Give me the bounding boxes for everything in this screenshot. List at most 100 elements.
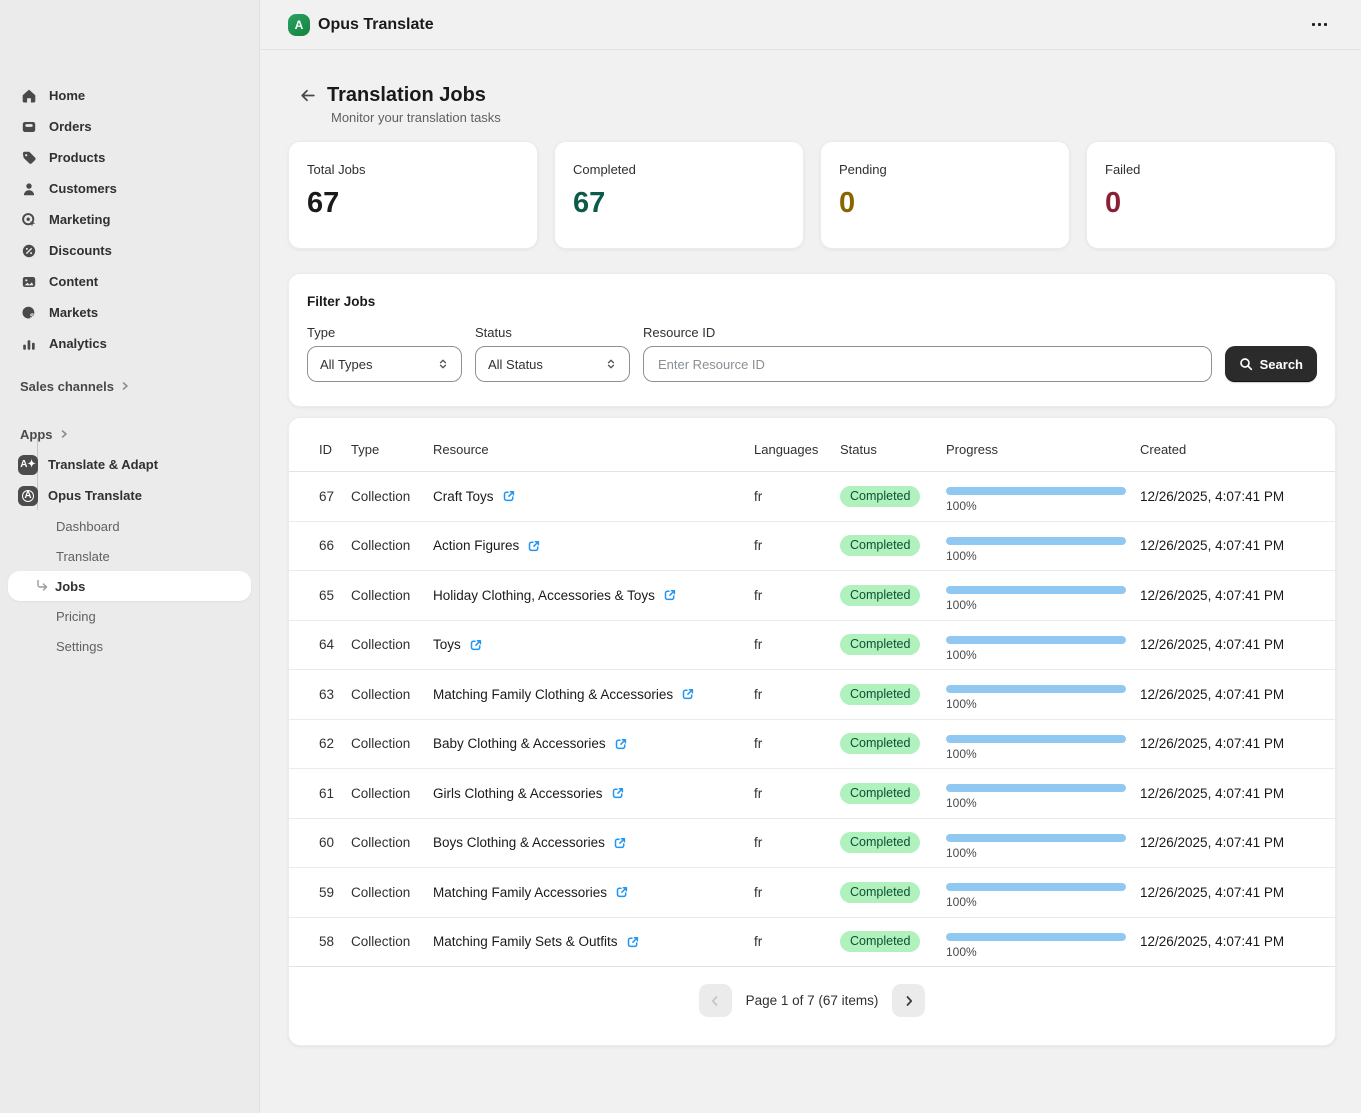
analytics-icon <box>20 336 37 352</box>
resource-link[interactable]: Baby Clothing & Accessories <box>433 736 754 751</box>
sidebar-item-dashboard[interactable]: Dashboard <box>8 511 251 541</box>
created-cell: 12/26/2025, 4:07:41 PM <box>1140 736 1305 751</box>
job-id-cell: 63 <box>319 687 351 702</box>
sidebar-item-translate[interactable]: Translate <box>8 541 251 571</box>
status-badge: Completed <box>840 733 920 754</box>
chevron-left-icon <box>709 995 721 1007</box>
job-id-cell: 60 <box>319 835 351 850</box>
resource-id-label: Resource ID <box>643 325 1212 340</box>
job-type-cell: Collection <box>351 489 433 504</box>
progress-bar <box>946 735 1126 743</box>
sidebar-item-home[interactable]: Home <box>8 80 251 111</box>
sidebar-item-opus-translate[interactable]: A Opus Translate <box>8 480 251 511</box>
sidebar-item-label: Discounts <box>49 243 112 258</box>
progress-cell: 100% <box>946 479 1140 513</box>
type-select[interactable]: All Types <box>307 346 462 382</box>
resource-link[interactable]: Matching Family Sets & Outfits <box>433 934 754 949</box>
sidebar-item-translate-adapt[interactable]: A✦ Translate & Adapt <box>8 449 251 480</box>
resource-link[interactable]: Holiday Clothing, Accessories & Toys <box>433 588 754 603</box>
progress-cell: 100% <box>946 925 1140 959</box>
progress-cell: 100% <box>946 826 1140 860</box>
external-link-icon <box>611 786 625 800</box>
jobs-table: ID Type Resource Languages Status Progre… <box>288 417 1336 1046</box>
progress-bar <box>946 933 1126 941</box>
next-page-button[interactable] <box>892 984 925 1017</box>
progress-bar <box>946 883 1126 891</box>
resource-id-input[interactable] <box>643 346 1212 382</box>
resource-link[interactable]: Boys Clothing & Accessories <box>433 835 754 850</box>
apps-header[interactable]: Apps <box>8 419 251 449</box>
sidebar-item-label: Translate & Adapt <box>48 457 158 472</box>
col-header-languages: Languages <box>754 442 840 457</box>
sidebar-item-analytics[interactable]: Analytics <box>8 328 251 359</box>
resource-name: Baby Clothing & Accessories <box>433 736 606 751</box>
resource-name: Matching Family Accessories <box>433 885 607 900</box>
previous-page-button[interactable] <box>699 984 732 1017</box>
resource-link[interactable]: Matching Family Clothing & Accessories <box>433 687 754 702</box>
dot-icon <box>1324 23 1327 26</box>
languages-cell: fr <box>754 885 840 900</box>
sidebar-item-markets[interactable]: $ Markets <box>8 297 251 328</box>
sidebar-item-label: Opus Translate <box>48 488 142 503</box>
progress-cell: 100% <box>946 677 1140 711</box>
resource-name: Matching Family Sets & Outfits <box>433 934 618 949</box>
search-button[interactable]: Search <box>1225 346 1317 382</box>
resource-link[interactable]: Matching Family Accessories <box>433 885 754 900</box>
progress-percent: 100% <box>946 697 1140 711</box>
progress-percent: 100% <box>946 945 1140 959</box>
sidebar-item-pricing[interactable]: Pricing <box>8 601 251 631</box>
sidebar-item-discounts[interactable]: Discounts <box>8 235 251 266</box>
stat-value: 67 <box>573 189 785 218</box>
resource-link[interactable]: Action Figures <box>433 538 754 553</box>
status-badge: Completed <box>840 832 920 853</box>
job-type-cell: Collection <box>351 934 433 949</box>
progress-cell: 100% <box>946 727 1140 761</box>
sidebar-item-customers[interactable]: Customers <box>8 173 251 204</box>
sidebar-item-label: Home <box>49 88 85 103</box>
stat-card-pending: Pending 0 <box>820 141 1070 249</box>
back-button[interactable] <box>296 84 319 107</box>
languages-cell: fr <box>754 489 840 504</box>
sidebar-item-marketing[interactable]: Marketing <box>8 204 251 235</box>
resource-link[interactable]: Girls Clothing & Accessories <box>433 786 754 801</box>
sidebar-item-jobs[interactable]: Jobs <box>8 571 251 601</box>
sidebar-item-settings[interactable]: Settings <box>8 631 251 661</box>
languages-cell: fr <box>754 934 840 949</box>
job-type-cell: Collection <box>351 786 433 801</box>
sidebar-item-products[interactable]: Products <box>8 142 251 173</box>
arrow-left-icon <box>298 86 317 105</box>
progress-percent: 100% <box>946 549 1140 563</box>
created-cell: 12/26/2025, 4:07:41 PM <box>1140 538 1305 553</box>
job-id-cell: 67 <box>319 489 351 504</box>
sidebar-item-label: Customers <box>49 181 117 196</box>
sales-channels-header[interactable]: Sales channels <box>8 371 251 401</box>
table-row: 58 Collection Matching Family Sets & Out… <box>289 918 1335 968</box>
markets-icon: $ <box>20 305 37 321</box>
stat-value: 67 <box>307 189 519 218</box>
stat-label: Failed <box>1105 162 1317 177</box>
progress-percent: 100% <box>946 747 1140 761</box>
opus-translate-app-icon: A <box>18 486 38 506</box>
languages-cell: fr <box>754 538 840 553</box>
progress-cell: 100% <box>946 776 1140 810</box>
overflow-menu-button[interactable] <box>1306 17 1333 32</box>
external-link-icon <box>614 737 628 751</box>
table-row: 64 Collection Toys fr Completed 100% 12/… <box>289 621 1335 671</box>
resource-link[interactable]: Toys <box>433 637 754 652</box>
page-subtitle: Monitor your translation tasks <box>331 110 1336 125</box>
table-row: 67 Collection Craft Toys fr Completed 10… <box>289 472 1335 522</box>
sidebar-item-label: Markets <box>49 305 98 320</box>
progress-bar <box>946 487 1126 495</box>
languages-cell: fr <box>754 637 840 652</box>
external-link-icon <box>663 588 677 602</box>
sidebar-item-content[interactable]: Content <box>8 266 251 297</box>
resource-link[interactable]: Craft Toys <box>433 489 754 504</box>
job-id-cell: 66 <box>319 538 351 553</box>
progress-bar <box>946 636 1126 644</box>
filter-title: Filter Jobs <box>307 294 1317 309</box>
col-header-resource: Resource <box>433 442 754 457</box>
stat-card-completed: Completed 67 <box>554 141 804 249</box>
table-row: 63 Collection Matching Family Clothing &… <box>289 670 1335 720</box>
sidebar-item-orders[interactable]: Orders <box>8 111 251 142</box>
status-select[interactable]: All Status <box>475 346 630 382</box>
